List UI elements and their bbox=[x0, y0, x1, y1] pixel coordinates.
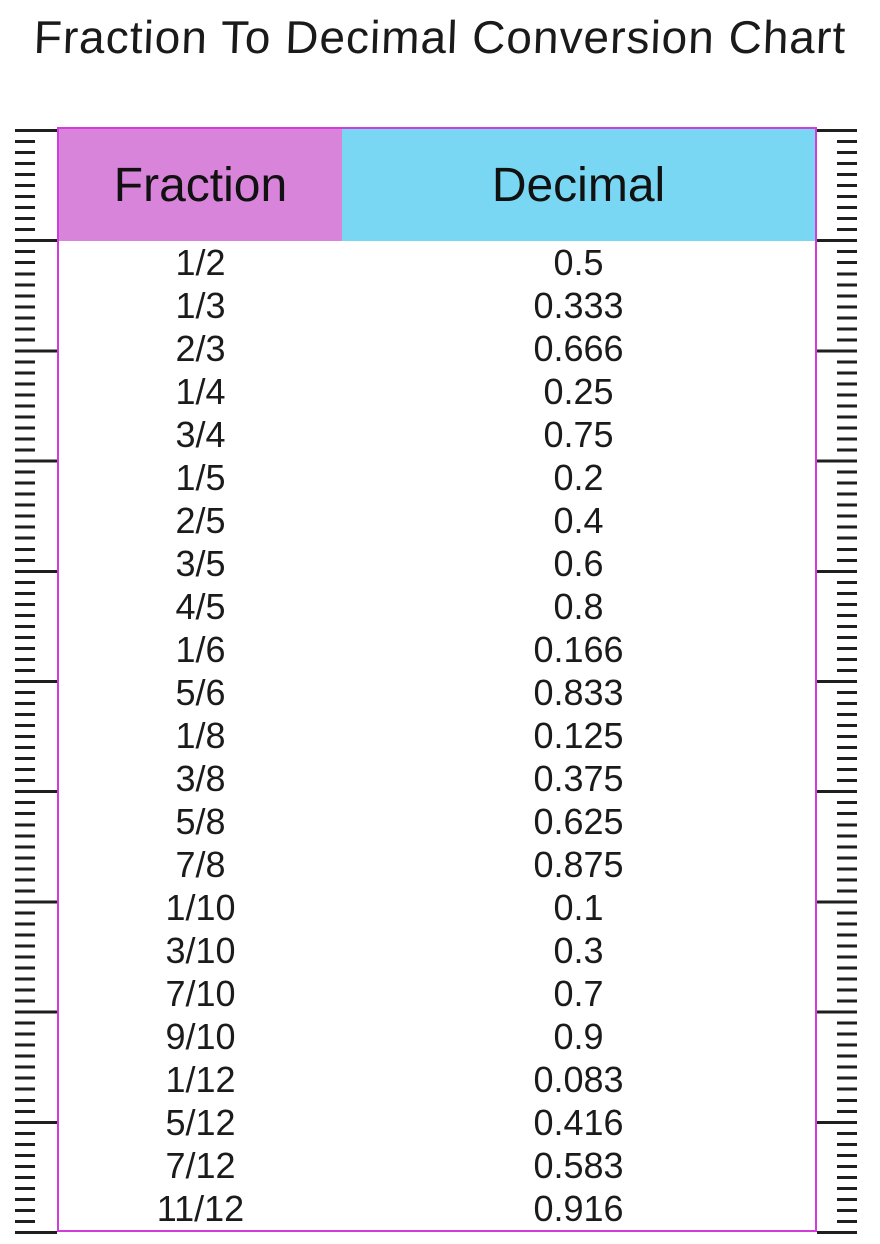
decimal-cell: 0.4 bbox=[553, 499, 604, 541]
fraction-cell: 1/3 bbox=[175, 284, 226, 326]
decimal-cell: 0.833 bbox=[533, 671, 624, 713]
decimal-cell: 0.8 bbox=[553, 585, 604, 627]
decimal-cell: 0.583 bbox=[533, 1144, 624, 1186]
table-row: 2/5 0.4 bbox=[59, 499, 815, 542]
decimal-cell: 0.3 bbox=[553, 929, 604, 971]
fraction-cell: 5/6 bbox=[175, 671, 226, 713]
table-row: 9/10 0.9 bbox=[59, 1015, 815, 1058]
table-row: 1/4 0.25 bbox=[59, 370, 815, 413]
decimal-cell: 0.666 bbox=[533, 327, 624, 369]
fraction-cell: 1/6 bbox=[175, 628, 226, 670]
table-row: 1/5 0.2 bbox=[59, 456, 815, 499]
right-ruler-ticks bbox=[817, 129, 857, 1234]
fraction-cell: 3/5 bbox=[175, 542, 226, 584]
fraction-cell: 1/5 bbox=[175, 456, 226, 498]
decimal-cell: 0.416 bbox=[533, 1101, 624, 1143]
decimal-cell: 0.1 bbox=[553, 886, 604, 928]
fraction-cell: 7/10 bbox=[165, 972, 236, 1014]
fraction-cell: 7/8 bbox=[175, 843, 226, 885]
fraction-cell: 5/12 bbox=[165, 1101, 236, 1143]
fraction-cell: 5/8 bbox=[175, 800, 226, 842]
table-row: 4/5 0.8 bbox=[59, 585, 815, 628]
fraction-cell: 2/5 bbox=[175, 499, 226, 541]
left-ruler-ticks bbox=[15, 129, 57, 1234]
table-row: 1/10 0.1 bbox=[59, 886, 815, 929]
header-cell-decimal: Decimal bbox=[342, 129, 815, 241]
decimal-cell: 0.5 bbox=[553, 241, 604, 283]
decimal-cell: 0.7 bbox=[553, 972, 604, 1014]
table-row: 3/8 0.375 bbox=[59, 757, 815, 800]
fraction-cell: 1/2 bbox=[175, 241, 226, 283]
decimal-cell: 0.166 bbox=[533, 628, 624, 670]
decimal-cell: 0.333 bbox=[533, 284, 624, 326]
header-cell-fraction: Fraction bbox=[59, 129, 342, 241]
decimal-cell: 0.916 bbox=[533, 1187, 624, 1229]
fraction-cell: 1/10 bbox=[165, 886, 236, 928]
table-row: 1/3 0.333 bbox=[59, 284, 815, 327]
page-title: Fraction To Decimal Conversion Chart bbox=[32, 11, 848, 63]
table-row: 5/8 0.625 bbox=[59, 800, 815, 843]
table-row: 2/3 0.666 bbox=[59, 327, 815, 370]
table-header-row: Fraction Decimal bbox=[59, 129, 815, 241]
fraction-cell: 11/12 bbox=[156, 1187, 245, 1229]
table-row: 3/4 0.75 bbox=[59, 413, 815, 456]
decimal-cell: 0.875 bbox=[533, 843, 624, 885]
fraction-cell: 3/8 bbox=[175, 757, 226, 799]
table-row: 1/12 0.083 bbox=[59, 1058, 815, 1101]
table-row: 11/12 0.916 bbox=[59, 1187, 815, 1230]
decimal-cell: 0.083 bbox=[533, 1058, 624, 1100]
table-row: 1/2 0.5 bbox=[59, 241, 815, 284]
fraction-cell: 1/8 bbox=[175, 714, 226, 756]
fraction-cell: 3/10 bbox=[165, 929, 236, 971]
fraction-cell: 7/12 bbox=[165, 1144, 236, 1186]
decimal-cell: 0.75 bbox=[543, 413, 614, 455]
table-row: 3/5 0.6 bbox=[59, 542, 815, 585]
fraction-cell: 3/4 bbox=[175, 413, 226, 455]
fraction-cell: 1/12 bbox=[165, 1058, 236, 1100]
decimal-cell: 0.25 bbox=[543, 370, 614, 412]
table-row: 5/12 0.416 bbox=[59, 1101, 815, 1144]
decimal-cell: 0.375 bbox=[533, 757, 624, 799]
table-row: 7/8 0.875 bbox=[59, 843, 815, 886]
decimal-cell: 0.6 bbox=[553, 542, 604, 584]
table-row: 7/12 0.583 bbox=[59, 1144, 815, 1187]
conversion-table: Fraction Decimal 1/2 0.5 1/3 0.333 2/3 0… bbox=[57, 127, 817, 1232]
fraction-cell: 1/4 bbox=[175, 370, 226, 412]
table-row: 1/8 0.125 bbox=[59, 714, 815, 757]
decimal-cell: 0.625 bbox=[533, 800, 624, 842]
table-row: 3/10 0.3 bbox=[59, 929, 815, 972]
table-row: 7/10 0.7 bbox=[59, 972, 815, 1015]
fraction-cell: 9/10 bbox=[165, 1015, 236, 1057]
decimal-cell: 0.125 bbox=[533, 714, 624, 756]
table-body: 1/2 0.5 1/3 0.333 2/3 0.666 1/4 0.25 3/4… bbox=[59, 241, 815, 1230]
table-row: 5/6 0.833 bbox=[59, 671, 815, 714]
fraction-cell: 2/3 bbox=[175, 327, 226, 369]
table-row: 1/6 0.166 bbox=[59, 628, 815, 671]
decimal-cell: 0.9 bbox=[553, 1015, 604, 1057]
decimal-cell: 0.2 bbox=[553, 456, 604, 498]
fraction-cell: 4/5 bbox=[175, 585, 226, 627]
